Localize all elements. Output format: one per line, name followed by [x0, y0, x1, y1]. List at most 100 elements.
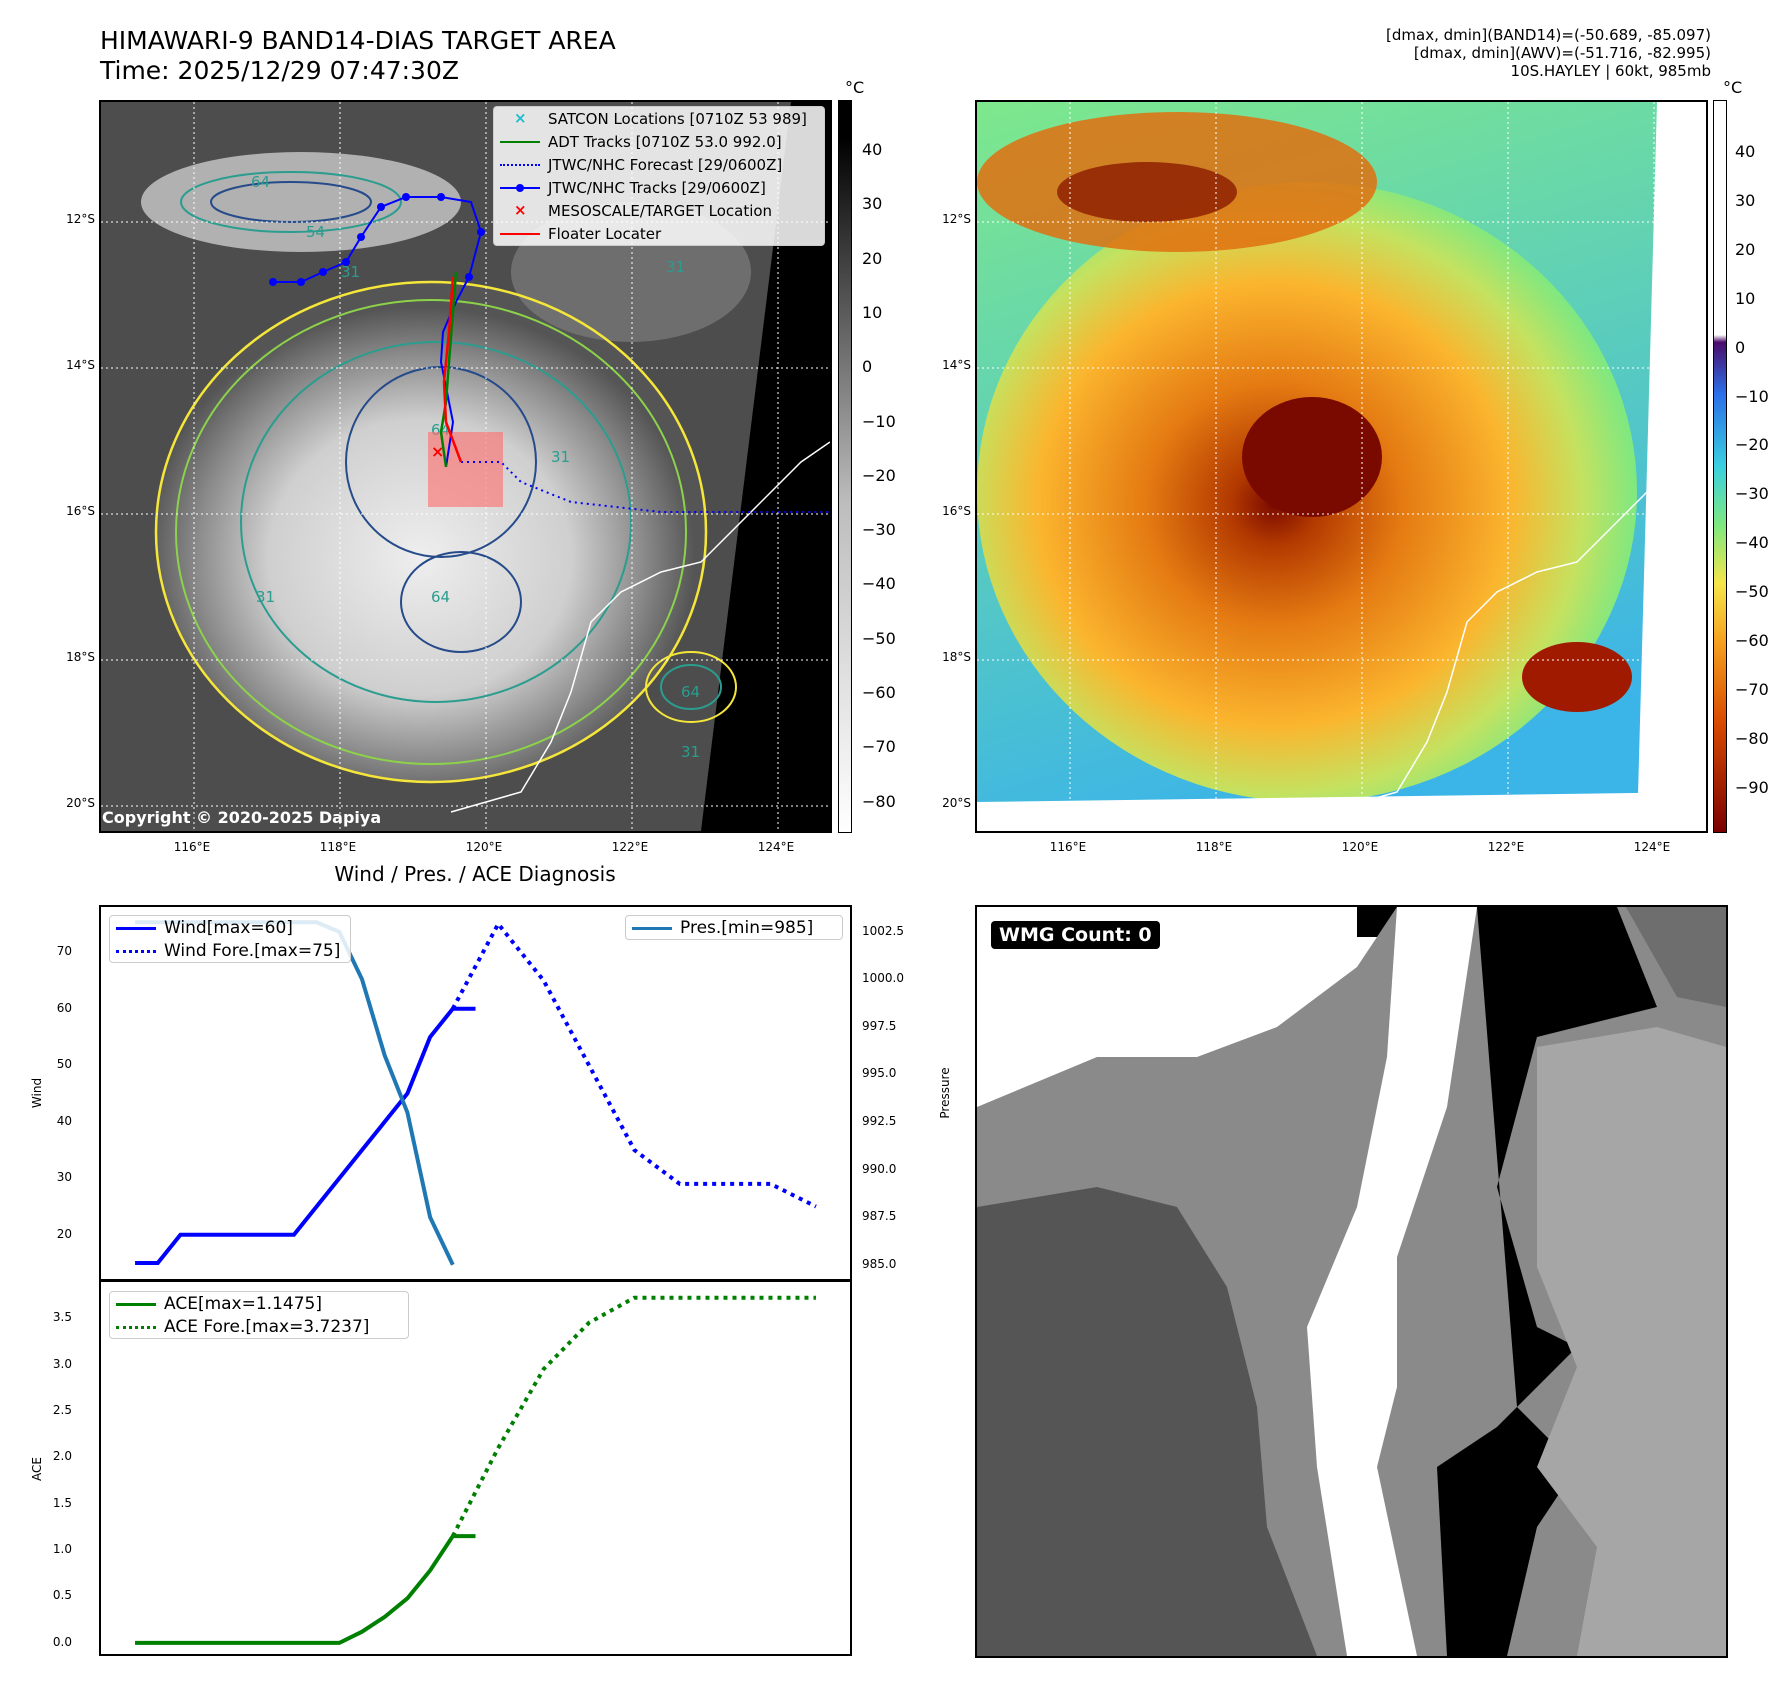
- legend-item: JTWC/NHC Tracks [29/0600Z]: [494, 176, 824, 199]
- latitude-label: 12°S: [942, 212, 971, 226]
- pressure-ytick: 992.5: [862, 1114, 897, 1129]
- contour-label: 64: [681, 683, 700, 701]
- color-colorbar-unit: °C: [1723, 78, 1743, 97]
- color-colorbar-tick: 40: [1735, 142, 1756, 161]
- color-colorbar-tick: 20: [1735, 239, 1756, 259]
- ace-ytick: 1.5: [52, 1495, 72, 1510]
- gray-colorbar-tick: −10: [862, 411, 896, 431]
- pressure-ytick: 990.0: [862, 1161, 897, 1176]
- wind-ytick: 60: [56, 1000, 72, 1015]
- ace-legend: ACE[max=1.1475] ACE Fore.[max=3.7237]: [109, 1291, 409, 1339]
- legend-item: ACE[max=1.1475]: [110, 1292, 408, 1315]
- color-colorbar-tick: −90: [1735, 777, 1769, 797]
- diagnosis-title: Wind / Pres. / ACE Diagnosis: [334, 862, 616, 886]
- contour-label: 64: [431, 588, 450, 606]
- wind-ylabel: Wind: [30, 1077, 44, 1109]
- contour-east-teal: [660, 664, 722, 710]
- pressure-ylabel: Pressure: [938, 1067, 952, 1119]
- longitude-label: 118°E: [1195, 840, 1233, 854]
- pressure-ytick: 985.0: [862, 1256, 897, 1271]
- contour-navy-south: [400, 551, 522, 653]
- coastline: [450, 441, 830, 813]
- latitude-label: 12°S: [66, 212, 95, 226]
- wind-ytick: 50: [56, 1057, 72, 1072]
- contour-label: 31: [681, 743, 700, 761]
- longitude-label: 118°E: [319, 840, 357, 854]
- wind-ytick: 30: [56, 1170, 72, 1185]
- legend-item: Wind[max=60]: [110, 916, 350, 939]
- ir-map-panel: 64 54 31 31 64 31 64 31 64 31: [99, 100, 832, 833]
- pressure-ytick: 997.5: [862, 1018, 897, 1033]
- gray-colorbar-tick: −30: [862, 520, 896, 540]
- latitude-label: 14°S: [942, 358, 971, 372]
- wmg-dark-region: [977, 1187, 1317, 1656]
- awv-map: [977, 102, 1706, 831]
- wmg-light-region: [1537, 1027, 1726, 1656]
- no-data-wedge: [701, 102, 830, 831]
- color-colorbar: [1713, 100, 1727, 833]
- ace-chart: [135, 1295, 816, 1645]
- pres-legend: Pres.[min=985]: [625, 915, 843, 940]
- contour-label: 31: [551, 448, 570, 466]
- gray-colorbar-unit: °C: [845, 78, 865, 97]
- pressure-ytick: 1000.0: [862, 971, 904, 986]
- latitude-label: 16°S: [66, 504, 95, 518]
- wmg-white-region: [977, 907, 1397, 1107]
- floater-track: [442, 276, 463, 463]
- longitude-label: 116°E: [173, 840, 211, 854]
- pressure-ytick: 1002.5: [862, 923, 904, 938]
- target-location-marker: ×: [431, 442, 444, 461]
- legend-item: Wind Fore.[max=75]: [110, 939, 350, 962]
- contour-label: 54: [306, 223, 325, 241]
- figure-time: Time: 2025/12/29 07:47:30Z: [100, 56, 459, 85]
- color-colorbar-tick: −30: [1735, 484, 1769, 504]
- contour-north-teal: [180, 171, 402, 233]
- series-wind-fore-: [451, 920, 817, 1209]
- latitude-label: 16°S: [942, 504, 971, 518]
- longitude-label: 124°E: [757, 840, 795, 854]
- gray-colorbar-tick: −80: [862, 791, 896, 811]
- color-colorbar-tick: −80: [1735, 728, 1769, 748]
- legend-item: ACE Fore.[max=3.7237]: [110, 1315, 408, 1338]
- contour-label: 31: [341, 263, 360, 281]
- legend-item: Pres.[min=985]: [626, 916, 842, 939]
- ace-ytick: 3.0: [52, 1356, 72, 1371]
- wind-legend: Wind[max=60] Wind Fore.[max=75]: [109, 915, 351, 963]
- series-ace: [135, 1534, 476, 1645]
- gray-colorbar: [838, 100, 852, 833]
- wmg-count-badge: WMG Count: 0: [991, 921, 1160, 949]
- series-ace-fore-: [451, 1295, 816, 1538]
- awv-north-core: [1057, 162, 1237, 222]
- longitude-label: 120°E: [1341, 840, 1379, 854]
- longitude-label: 122°E: [1487, 840, 1525, 854]
- longitude-label: 122°E: [611, 840, 649, 854]
- gray-colorbar-tick: 40: [862, 140, 883, 159]
- contour-lightgreen: [175, 299, 687, 765]
- wmg-black-band: [1437, 907, 1657, 1656]
- figure-title: HIMAWARI-9 BAND14-DIAS TARGET AREA: [100, 26, 616, 55]
- legend-item: × MESOSCALE/TARGET Location: [514, 200, 773, 220]
- longitude-label: 124°E: [1633, 840, 1671, 854]
- ace-ytick: 3.5: [52, 1310, 72, 1325]
- info-line-1: [dmax, dmin](BAND14)=(-50.689, -85.097): [1386, 26, 1711, 44]
- contour-label: 31: [666, 258, 685, 276]
- ace-ytick: 1.0: [52, 1542, 72, 1557]
- legend-item: ADT Tracks [0710Z 53.0 992.0]: [494, 130, 824, 153]
- adt-track: [439, 271, 458, 468]
- awv-map-panel: [975, 100, 1708, 833]
- gray-colorbar-tick: −70: [862, 737, 896, 757]
- ace-ytick: 2.0: [52, 1449, 72, 1464]
- ace-ytick: 2.5: [52, 1402, 72, 1417]
- legend-item: Floater Locater: [494, 222, 824, 245]
- gray-colorbar-tick: −50: [862, 628, 896, 648]
- wmg-white-band: [1307, 907, 1477, 1656]
- gray-colorbar-tick: 30: [862, 194, 883, 214]
- longitude-label: 116°E: [1049, 840, 1087, 854]
- storm-cloud-shield: [156, 282, 706, 782]
- longitude-label: 120°E: [465, 840, 503, 854]
- latitude-label: 14°S: [66, 358, 95, 372]
- wind-ytick: 70: [56, 944, 72, 959]
- gray-colorbar-tick: −20: [862, 465, 896, 485]
- color-colorbar-tick: −20: [1735, 435, 1769, 455]
- color-colorbar-tick: −10: [1735, 386, 1769, 406]
